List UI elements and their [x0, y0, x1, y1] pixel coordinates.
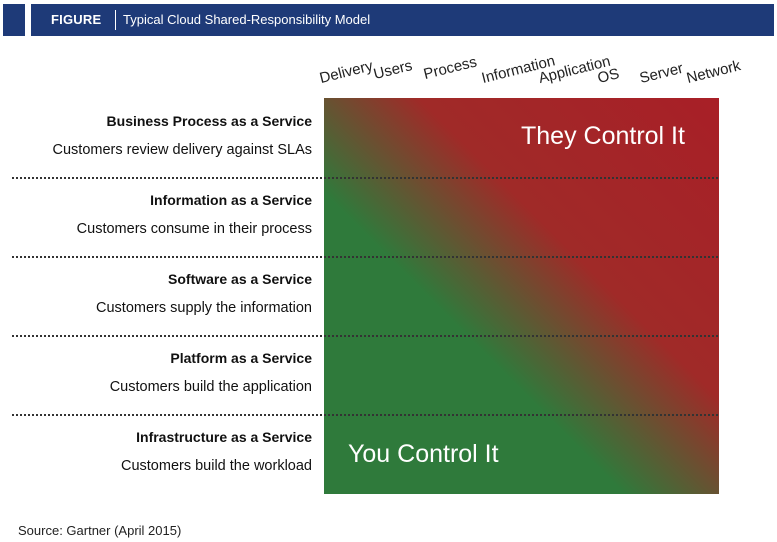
you-control-label: You Control It — [348, 440, 499, 468]
row-desc-iaas-info: Customers consume in their process — [76, 221, 312, 237]
column-header-network: Network — [684, 57, 743, 87]
row-title-paas: Platform as a Service — [170, 350, 312, 366]
header-separator — [115, 10, 116, 30]
row-divider — [12, 335, 718, 337]
column-header-process: Process — [421, 53, 479, 83]
header-banner: FIGURE Typical Cloud Shared-Responsibili… — [31, 4, 774, 36]
row-desc-iaas: Customers build the workload — [120, 458, 312, 474]
row-divider — [12, 256, 718, 258]
they-control-label: They Control It — [521, 122, 685, 150]
row-desc-saas: Customers supply the information — [96, 300, 312, 316]
column-header-users: Users — [371, 57, 415, 83]
row-title-iaas: Infrastructure as a Service — [136, 429, 312, 445]
row-divider — [12, 414, 718, 416]
figure-title: Typical Cloud Shared-Responsibility Mode… — [123, 12, 371, 27]
column-header-os: OS — [595, 65, 622, 87]
row-title-saas: Software as a Service — [168, 271, 312, 287]
responsibility-matrix: They Control It You Control It — [324, 98, 719, 494]
figure-header: FIGURE Typical Cloud Shared-Responsibili… — [0, 0, 777, 38]
figure-label: FIGURE — [51, 12, 102, 27]
row-title-bpaas: Business Process as a Service — [106, 113, 312, 129]
header-accent-block — [3, 4, 25, 36]
column-header-server: Server — [637, 59, 685, 87]
row-title-iaas-info: Information as a Service — [150, 192, 312, 208]
row-desc-bpaas: Customers review delivery against SLAs — [52, 142, 313, 158]
column-header-delivery: Delivery — [317, 57, 375, 87]
source-note: Source: Gartner (April 2015) — [18, 523, 182, 538]
row-divider — [12, 177, 718, 179]
row-desc-paas: Customers build the application — [109, 379, 312, 395]
